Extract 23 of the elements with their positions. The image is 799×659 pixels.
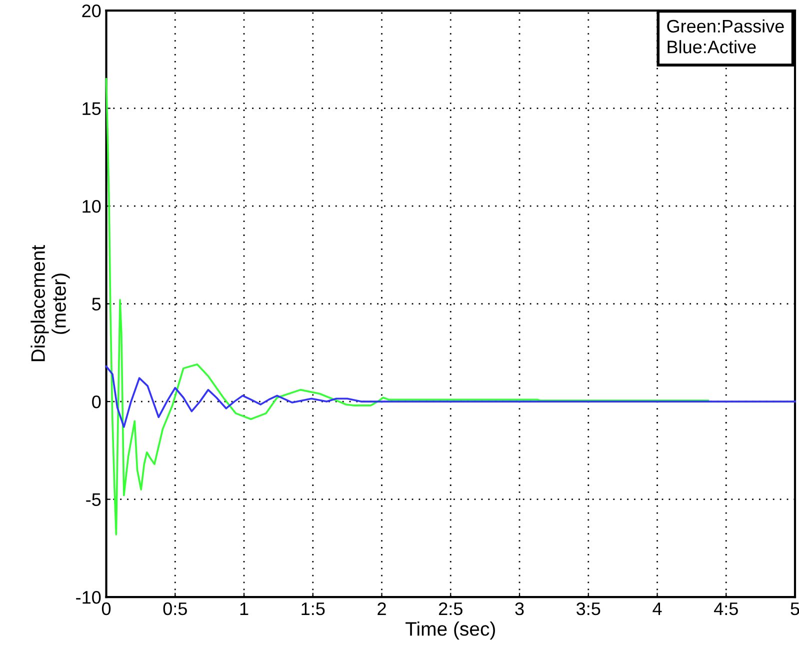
x-tick-label: 3 [515, 602, 524, 616]
x-tick-label: 4:5 [714, 602, 738, 616]
x-axis-title: Time (sec) [406, 622, 495, 640]
y-tick-label: -10 [76, 590, 101, 604]
x-tick-label: 5 [790, 602, 799, 616]
x-tick-label: 3:5 [576, 602, 600, 616]
y-tick-label: 10 [82, 200, 101, 213]
y-tick-label: 15 [82, 102, 101, 116]
y-axis-title: Displacement (meter) [30, 245, 70, 362]
annotation: Green:Passive Blue:Active [667, 19, 784, 54]
x-tick-label: 1 [240, 602, 248, 615]
x-tick-label: 0:5 [163, 602, 187, 616]
y-tick-label: 5 [92, 298, 101, 311]
x-tick-label: 4 [652, 602, 662, 615]
y-tick-label: 0 [92, 395, 101, 408]
line-series [105, 78, 710, 536]
x-tick-label: 2:5 [438, 602, 462, 616]
y-tick-label: -5 [86, 493, 101, 506]
line-series [105, 365, 796, 428]
x-tick-label: 1:5 [302, 602, 325, 616]
y-tick-label: 20 [82, 4, 101, 18]
x-tick-label: 2 [378, 602, 386, 615]
x-tick-label: 0 [102, 602, 111, 616]
